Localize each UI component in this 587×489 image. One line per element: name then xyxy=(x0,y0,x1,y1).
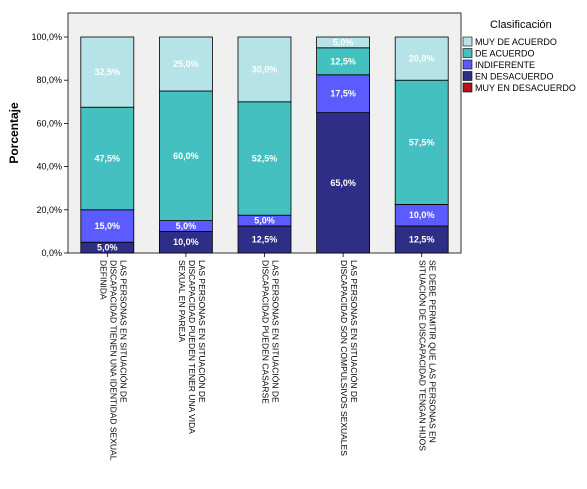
y-tick-label: 40,0% xyxy=(36,162,62,172)
legend-title: Clasificación xyxy=(490,19,552,31)
bar-value-label: 5,0% xyxy=(254,216,275,226)
legend-swatch xyxy=(462,36,473,47)
y-axis-title: Porcentaje xyxy=(7,102,21,164)
category-label-line: DISCAPACIDAD PUEDEN TENER UNA VIDA xyxy=(187,260,197,434)
category-label-line: SE DEBE PERMITIR QUE LAS PERSONAS EN xyxy=(428,260,438,443)
bar-segment xyxy=(237,36,292,103)
category-label-line: DISCAPACIDAD PUEDEN CASARSE xyxy=(261,260,271,404)
bar-value-label: 12,5% xyxy=(330,56,356,66)
bar-value-label: 32,5% xyxy=(95,67,121,77)
category-label: SE DEBE PERMITIR QUE LAS PERSONAS ENSITU… xyxy=(418,260,438,451)
legend-entry: MUY DE ACUERDO xyxy=(475,37,557,47)
y-tick-label: 20,0% xyxy=(36,205,62,215)
bar-value-label: 47,5% xyxy=(95,154,121,164)
bar-value-label: 25,0% xyxy=(173,59,199,69)
bar-value-label: 60,0% xyxy=(173,151,199,161)
category-label-line: LAS PERSONAS EN SITUACIÓN DE xyxy=(197,260,207,403)
bar-value-label: 17,5% xyxy=(330,89,356,99)
bar-segment xyxy=(394,36,449,81)
legend: Clasificación MUY DE ACUERDO DE ACUERDOIN… xyxy=(462,19,576,93)
category-label-line: DISCAPACIDAD TIENEN UNA IDENTIDAD SEXUAL xyxy=(108,260,118,461)
bar-value-label: 10,0% xyxy=(173,237,199,247)
bar-value-label: 65,0% xyxy=(330,178,356,188)
category-labels: LAS PERSONAS EN SITUACIÓN DEDISCAPACIDAD… xyxy=(98,260,437,461)
category-label: LAS PERSONAS EN SITUACIÓN DEDISCAPACIDAD… xyxy=(261,260,281,404)
bar-value-label: 20,0% xyxy=(409,54,435,64)
bar-value-label: 52,5% xyxy=(252,154,278,164)
bar-value-label: 12,5% xyxy=(252,235,278,245)
bar-segment xyxy=(80,106,135,211)
legend-entry: INDIFERENTE xyxy=(475,60,535,70)
legend-entry: MUY EN DESACUERDO xyxy=(475,83,576,93)
y-tick-label: 60,0% xyxy=(36,118,62,128)
bar-segment xyxy=(158,36,213,92)
bar-segment xyxy=(316,74,371,114)
y-axis: 0,0% 20,0% 40,0% 60,0% 80,0% 100,0% xyxy=(31,32,68,258)
legend-swatch xyxy=(462,71,473,81)
category-label: LAS PERSONAS EN SITUACIÓN DEDISCAPACIDAD… xyxy=(339,260,359,456)
y-tick-label: 0,0% xyxy=(41,248,62,258)
category-label-line: LAS PERSONAS EN SITUACIÓN DE xyxy=(118,260,128,403)
category-label-line: DISCAPACIDAD SON COMPULSIVOS SEXUALES xyxy=(339,260,349,456)
bar-segment xyxy=(316,112,371,254)
y-tick-label: 80,0% xyxy=(36,75,62,85)
bar-value-label: 57,5% xyxy=(409,137,435,147)
bar-value-label: 5,0% xyxy=(176,221,197,231)
bar-segment xyxy=(237,101,292,216)
legend-entry: EN DESACUERDO xyxy=(475,72,554,82)
bar-value-label: 30,0% xyxy=(252,64,278,74)
bar-segment xyxy=(80,36,135,108)
bar-segment xyxy=(394,225,449,254)
bar-value-label: 15,0% xyxy=(95,221,121,231)
bar-segment xyxy=(316,47,371,76)
bar-value-label: 10,0% xyxy=(409,210,435,220)
y-tick-label: 100,0% xyxy=(31,32,62,42)
bars-layer: 5,0% 15,0% 47,5% 32,5% 10,0% 5,0% 60,0% 25,0% 12… xyxy=(80,36,449,257)
category-label-line: LAS PERSONAS EN SITUACIÓN DE xyxy=(349,260,359,403)
category-label-line: SEXUAL EN PAREJA xyxy=(177,260,187,343)
category-label-line: SITUACIÓN DE DISCAPACIDAD TENGAN HIJOS xyxy=(418,260,428,451)
bar-value-label: 12,5% xyxy=(409,235,435,245)
bar-segment xyxy=(316,36,371,49)
category-label: LAS PERSONAS EN SITUACIÓN DEDISCAPACIDAD… xyxy=(177,260,207,434)
category-label: LAS PERSONAS EN SITUACIÓN DEDISCAPACIDAD… xyxy=(98,260,128,461)
legend-swatch xyxy=(462,59,473,70)
legend-swatch xyxy=(462,48,473,58)
bar-value-label: 5,0% xyxy=(333,37,354,47)
bar-value-label: 5,0% xyxy=(97,243,118,253)
category-label-line: LAS PERSONAS EN SITUACIÓN DE xyxy=(271,260,281,403)
legend-swatch xyxy=(462,82,473,93)
category-label-line: DEFINIDA xyxy=(98,260,108,300)
bar-segment xyxy=(394,79,449,205)
legend-entry: DE ACUERDO xyxy=(475,49,535,59)
